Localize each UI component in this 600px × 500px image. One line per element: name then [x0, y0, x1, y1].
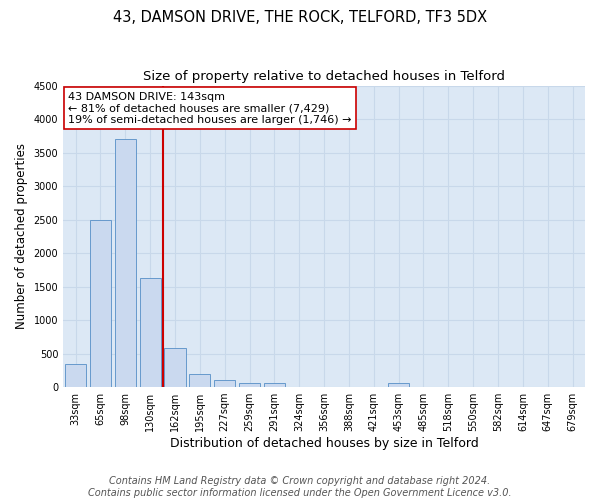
X-axis label: Distribution of detached houses by size in Telford: Distribution of detached houses by size … — [170, 437, 478, 450]
Bar — [388, 383, 409, 387]
Bar — [214, 380, 235, 387]
Text: Contains HM Land Registry data © Crown copyright and database right 2024.
Contai: Contains HM Land Registry data © Crown c… — [88, 476, 512, 498]
Text: 43 DAMSON DRIVE: 143sqm
← 81% of detached houses are smaller (7,429)
19% of semi: 43 DAMSON DRIVE: 143sqm ← 81% of detache… — [68, 92, 352, 125]
Bar — [239, 383, 260, 387]
Bar — [264, 384, 285, 387]
Bar — [115, 139, 136, 387]
Bar — [65, 364, 86, 387]
Bar — [140, 278, 161, 387]
Text: 43, DAMSON DRIVE, THE ROCK, TELFORD, TF3 5DX: 43, DAMSON DRIVE, THE ROCK, TELFORD, TF3… — [113, 10, 487, 25]
Bar — [189, 374, 211, 387]
Title: Size of property relative to detached houses in Telford: Size of property relative to detached ho… — [143, 70, 505, 83]
Bar — [164, 348, 185, 387]
Y-axis label: Number of detached properties: Number of detached properties — [15, 144, 28, 330]
Bar — [90, 220, 111, 387]
